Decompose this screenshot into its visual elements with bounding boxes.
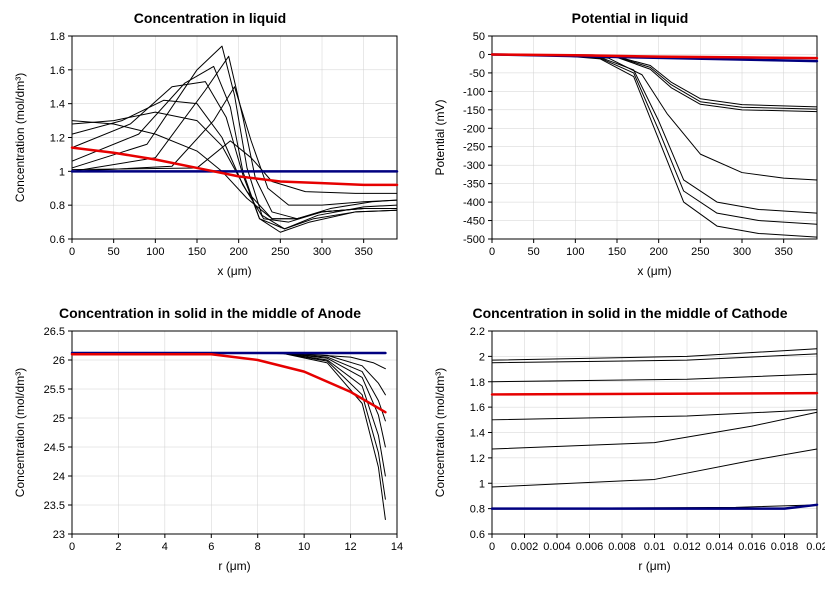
svg-text:0.02: 0.02 — [806, 541, 825, 553]
svg-text:1: 1 — [479, 478, 485, 490]
svg-text:2.2: 2.2 — [470, 326, 485, 338]
svg-text:0: 0 — [489, 246, 495, 258]
svg-text:-500: -500 — [463, 234, 485, 246]
svg-text:23.5: 23.5 — [44, 500, 65, 512]
svg-text:-350: -350 — [463, 179, 485, 191]
svg-text:1.8: 1.8 — [470, 377, 485, 389]
svg-text:0: 0 — [69, 246, 75, 258]
svg-text:0.002: 0.002 — [511, 541, 539, 553]
panel-conc-anode: Concentration in solid in the middle of … — [10, 305, 410, 590]
svg-text:200: 200 — [649, 246, 667, 258]
svg-text:25: 25 — [53, 413, 65, 425]
svg-text:-150: -150 — [463, 105, 485, 117]
svg-conc-cathode: 0 0.002 0.004 0.006 0.008 0.01 0.012 0.014 0.016… — [430, 325, 825, 580]
svg-text:26.5: 26.5 — [44, 326, 65, 338]
svg-text:2: 2 — [479, 351, 485, 363]
svg-text:Potential (mV): Potential (mV) — [433, 99, 447, 175]
svg-text:350: 350 — [774, 246, 792, 258]
svg-text:50: 50 — [108, 246, 120, 258]
svg-text:0.018: 0.018 — [771, 541, 799, 553]
svg-text:12: 12 — [344, 541, 356, 553]
svg-text:23: 23 — [53, 529, 65, 541]
svg-text:-400: -400 — [463, 197, 485, 209]
svg-text:14: 14 — [391, 541, 403, 553]
svg-text:Concentration (mol/dm³): Concentration (mol/dm³) — [13, 368, 27, 497]
svg-text:1: 1 — [59, 166, 65, 178]
svg-text:1.2: 1.2 — [470, 453, 485, 465]
panel-conc-liquid: Concentration in liquid 0 50 100 150 200 250 3… — [10, 10, 410, 295]
svg-text:-300: -300 — [463, 160, 485, 172]
svg-text:0.6: 0.6 — [50, 234, 65, 246]
svg-text:300: 300 — [733, 246, 751, 258]
svg-text:0.008: 0.008 — [608, 541, 636, 553]
svg-conc-liquid: 0 50 100 150 200 250 300 350 0.6 0.8 1 1.2 1.4 1.6 1.8… — [10, 30, 405, 285]
svg-text:1.6: 1.6 — [50, 65, 65, 77]
svg-text:0.012: 0.012 — [673, 541, 701, 553]
svg-conc-anode: 024681012142323.52424.52525.52626.5r (μm… — [10, 325, 405, 580]
svg-text:100: 100 — [566, 246, 584, 258]
svg-text:0.014: 0.014 — [706, 541, 734, 553]
svg-text:Concentration (mol/dm³): Concentration (mol/dm³) — [13, 73, 27, 202]
svg-text:0.8: 0.8 — [50, 200, 65, 212]
svg-text:r (μm): r (μm) — [218, 559, 250, 573]
svg-text:1.4: 1.4 — [470, 428, 485, 440]
panel-pot-liquid: Potential in liquid 0 50 100 150 200 250 300 35… — [430, 10, 830, 295]
svg-text:200: 200 — [229, 246, 247, 258]
svg-text:0.004: 0.004 — [543, 541, 571, 553]
svg-text:250: 250 — [271, 246, 289, 258]
svg-text:1.4: 1.4 — [50, 99, 65, 111]
svg-text:250: 250 — [691, 246, 709, 258]
svg-text:350: 350 — [354, 246, 372, 258]
svg-text:150: 150 — [188, 246, 206, 258]
svg-text:25.5: 25.5 — [44, 384, 65, 396]
svg-pot-liquid: 050100150200250300350-500-450-400-350-30… — [430, 30, 825, 285]
svg-text:4: 4 — [162, 541, 168, 553]
title-conc-anode: Concentration in solid in the middle of … — [10, 305, 410, 321]
svg-text:1.8: 1.8 — [50, 31, 65, 43]
svg-text:24.5: 24.5 — [44, 442, 65, 454]
svg-text:6: 6 — [208, 541, 214, 553]
svg-text:24: 24 — [53, 471, 65, 483]
svg-text:-200: -200 — [463, 123, 485, 135]
svg-text:0.016: 0.016 — [738, 541, 766, 553]
svg-text:x (μm): x (μm) — [217, 264, 251, 278]
svg-text:0.01: 0.01 — [644, 541, 665, 553]
svg-text:8: 8 — [255, 541, 261, 553]
svg-text:r (μm): r (μm) — [638, 559, 670, 573]
svg-text:-250: -250 — [463, 142, 485, 154]
panel-conc-cathode: Concentration in solid in the middle of … — [430, 305, 830, 590]
svg-text:0: 0 — [479, 49, 485, 61]
svg-text:1.2: 1.2 — [50, 133, 65, 145]
svg-text:26: 26 — [53, 355, 65, 367]
svg-text:2: 2 — [115, 541, 121, 553]
title-conc-cathode: Concentration in solid in the middle of … — [430, 305, 830, 321]
svg-text:0.8: 0.8 — [470, 504, 485, 516]
svg-text:50: 50 — [473, 31, 485, 43]
svg-text:300: 300 — [313, 246, 331, 258]
svg-text:0: 0 — [489, 541, 495, 553]
chart-grid: Concentration in liquid 0501001502002503… — [10, 10, 830, 590]
svg-text:150: 150 — [608, 246, 626, 258]
svg-text:0.6: 0.6 — [470, 529, 485, 541]
svg-text:100: 100 — [146, 246, 164, 258]
svg-text:Concentration (mol/dm³): Concentration (mol/dm³) — [433, 368, 447, 497]
svg-text:-450: -450 — [463, 216, 485, 228]
svg-text:1.6: 1.6 — [470, 402, 485, 414]
title-pot-liquid: Potential in liquid — [430, 10, 830, 26]
svg-text:0.006: 0.006 — [576, 541, 604, 553]
svg-text:10: 10 — [298, 541, 310, 553]
title-conc-liquid: Concentration in liquid — [10, 10, 410, 26]
svg-text:0: 0 — [69, 541, 75, 553]
svg-text:-50: -50 — [469, 68, 485, 80]
svg-text:-100: -100 — [463, 86, 485, 98]
svg-text:x (μm): x (μm) — [637, 264, 671, 278]
svg-text:50: 50 — [528, 246, 540, 258]
